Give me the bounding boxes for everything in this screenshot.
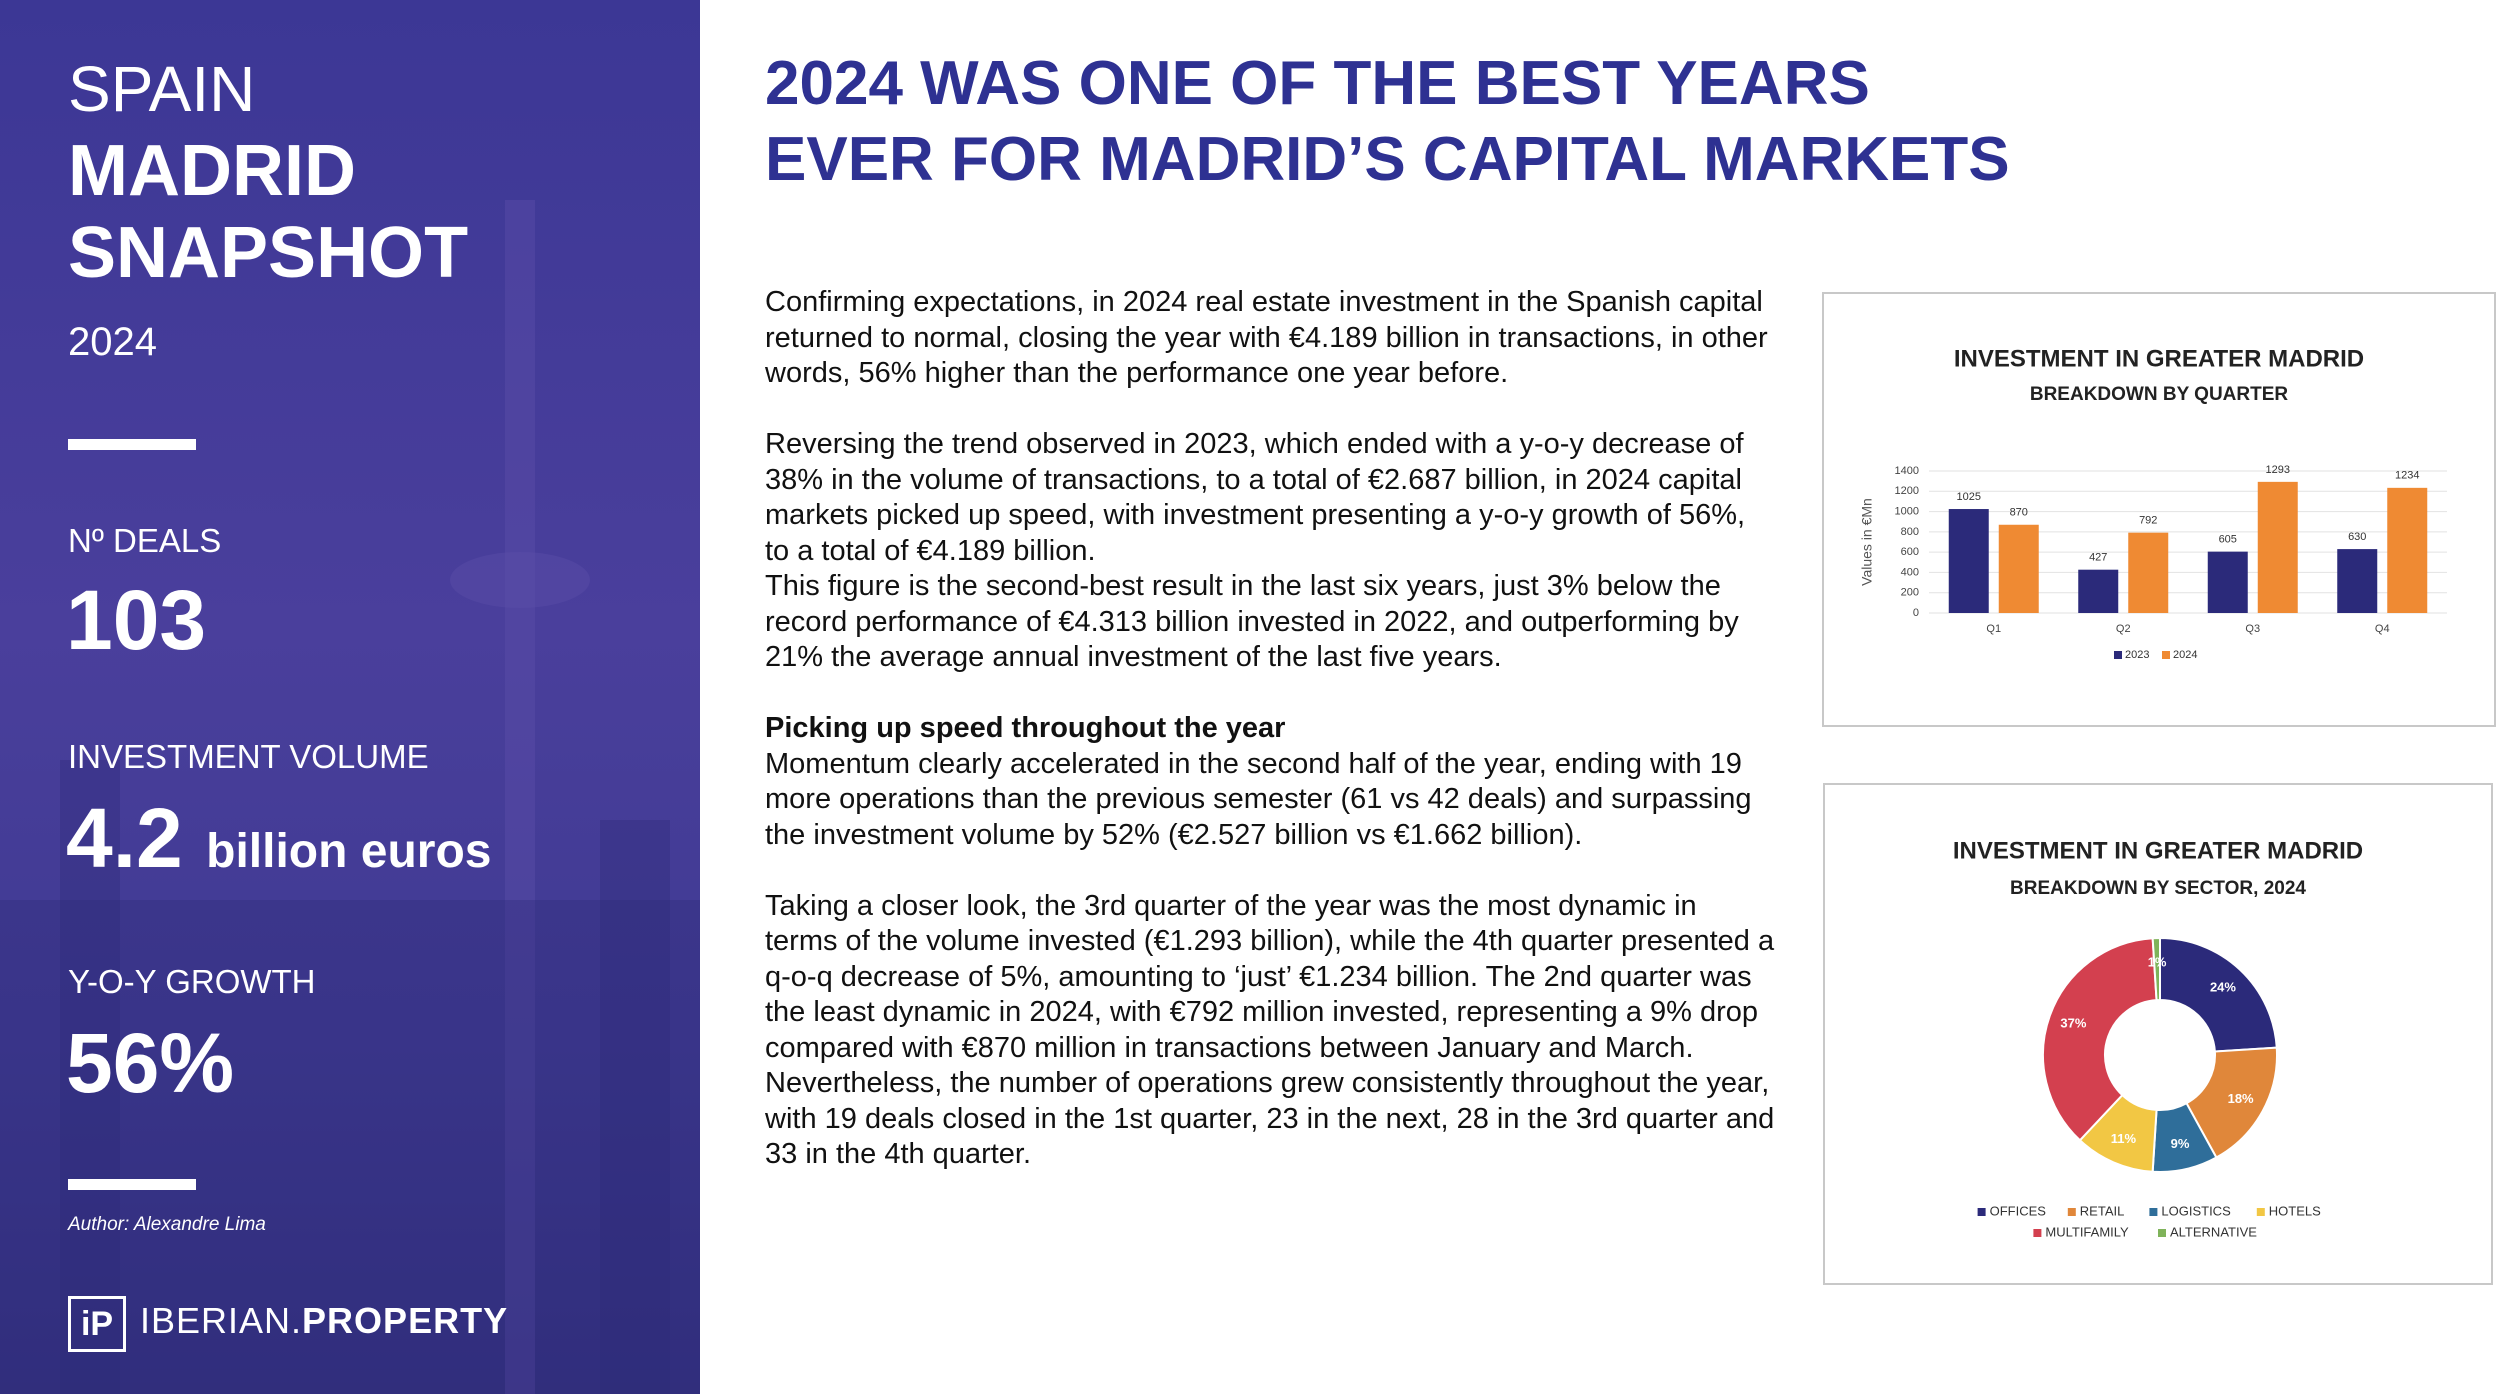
data-label: 1% — [2148, 954, 2167, 969]
data-label: 24% — [2210, 979, 2236, 994]
chart-title: INVESTMENT IN GREATER MADRID — [1953, 837, 2363, 864]
stat-unit: billion euros — [206, 825, 492, 878]
y-tick-label: 1400 — [1895, 465, 1919, 477]
y-axis-label: Values in €Mn — [1859, 498, 1875, 586]
bar — [2337, 549, 2378, 613]
data-label: 9% — [2171, 1136, 2190, 1151]
brand-light: IBERIAN. — [140, 1300, 303, 1341]
legend-label: HOTELS — [2269, 1203, 2321, 1218]
data-label: 37% — [2060, 1015, 2086, 1030]
chart-subtitle: BREAKDOWN BY SECTOR, 2024 — [2010, 878, 2306, 899]
y-tick-label: 0 — [1913, 607, 1919, 619]
data-label: 1025 — [1957, 491, 1981, 503]
article-body: Confirming expectations, in 2024 real es… — [765, 285, 1775, 1173]
legend-swatch — [2149, 1208, 2158, 1216]
subheading: Picking up speed throughout the year — [765, 712, 1286, 744]
data-label: 1293 — [2266, 464, 2290, 476]
legend-swatch — [2114, 651, 2122, 659]
stat-value-row: 4.2 billion euros — [66, 790, 491, 887]
x-tick-label: Q1 — [1986, 623, 2001, 635]
chart-title: INVESTMENT IN GREATER MADRID — [1954, 345, 2364, 372]
bar — [2257, 481, 2298, 613]
data-label: 605 — [2219, 534, 2237, 546]
data-label: 11% — [2111, 1131, 2137, 1146]
y-tick-label: 600 — [1901, 546, 1919, 558]
legend-label: MULTIFAMILY — [2045, 1224, 2129, 1239]
y-tick-label: 200 — [1901, 587, 1919, 599]
bar — [2078, 569, 2119, 613]
stat-label: INVESTMENT VOLUME — [68, 738, 429, 775]
y-tick-label: 800 — [1901, 526, 1919, 538]
stat-value: 56% — [66, 1016, 235, 1110]
brand-bold: PROPERTY — [302, 1300, 509, 1341]
stat-value: 4.2 — [66, 791, 183, 885]
legend-label: ALTERNATIVE — [2170, 1224, 2257, 1239]
legend-label: 2023 — [2125, 649, 2149, 661]
stat-label: Nº DEALS — [68, 522, 222, 559]
legend-swatch — [1977, 1208, 1986, 1216]
paragraph: Reversing the trend observed in 2023, wh… — [765, 428, 1746, 567]
legend-swatch — [2033, 1229, 2042, 1237]
donut-slice — [2159, 936, 2278, 1053]
sidebar: SPAIN MADRID SNAPSHOT 2024 Nº DEALS 103 … — [0, 0, 700, 1394]
bar-chart: INVESTMENT IN GREATER MADRID BREAKDOWN BY… — [1822, 292, 2496, 727]
x-tick-label: Q3 — [2245, 623, 2260, 635]
stat-label: Y-O-Y GROWTH — [68, 963, 316, 1000]
y-tick-label: 400 — [1901, 566, 1919, 578]
year: 2024 — [68, 320, 157, 364]
stat-value: 103 — [66, 573, 207, 667]
snapshot-title: MADRID SNAPSHOT — [68, 131, 469, 293]
divider — [68, 1179, 196, 1190]
data-label: 1234 — [2395, 470, 2419, 482]
donut-slice — [2151, 936, 2161, 1002]
data-label: 870 — [2010, 507, 2028, 519]
logo-mark: iP — [68, 1296, 126, 1352]
data-label: 427 — [2089, 552, 2107, 564]
region: SPAIN — [68, 53, 256, 125]
article-title: 2024 WAS ONE OF THE BEST YEARS EVER FOR … — [765, 49, 2010, 194]
legend-swatch — [2067, 1208, 2076, 1216]
legend-label: RETAIL — [2080, 1203, 2125, 1218]
legend-swatch — [2162, 651, 2170, 659]
legend-swatch — [2158, 1229, 2166, 1237]
bar — [2387, 487, 2428, 613]
bar — [1998, 524, 2039, 613]
chart-subtitle: BREAKDOWN BY QUARTER — [2030, 384, 2289, 405]
donut-slice — [2042, 937, 2158, 1142]
paragraph: Taking a closer look, the 3rd quarter of… — [765, 889, 1775, 1171]
legend-label: 2024 — [2173, 649, 2197, 661]
paragraph: Momentum clearly accelerated in the seco… — [765, 747, 1752, 851]
data-label: 18% — [2228, 1091, 2254, 1106]
data-label: 792 — [2139, 515, 2157, 527]
bar — [2207, 551, 2248, 613]
divider — [68, 439, 196, 450]
legend-swatch — [2256, 1208, 2265, 1216]
legend-label: OFFICES — [1990, 1203, 2047, 1218]
paragraph: Confirming expectations, in 2024 real es… — [765, 286, 1768, 389]
x-tick-label: Q2 — [2116, 623, 2131, 635]
y-tick-label: 1000 — [1895, 505, 1919, 517]
donut-chart: INVESTMENT IN GREATER MADRID BREAKDOWN BY… — [1823, 783, 2493, 1285]
legend-label: LOGISTICS — [2161, 1203, 2231, 1218]
paragraph: This figure is the second-best result in… — [765, 570, 1739, 673]
bar — [2128, 532, 2169, 613]
x-tick-label: Q4 — [2375, 623, 2390, 635]
skyline-decoration — [0, 200, 700, 1394]
brand: IBERIAN.PROPERTY — [140, 1300, 508, 1342]
bar — [1948, 509, 1989, 613]
data-label: 630 — [2348, 531, 2366, 543]
author: Author: Alexandre Lima — [68, 1214, 266, 1235]
y-tick-label: 1200 — [1895, 485, 1919, 497]
